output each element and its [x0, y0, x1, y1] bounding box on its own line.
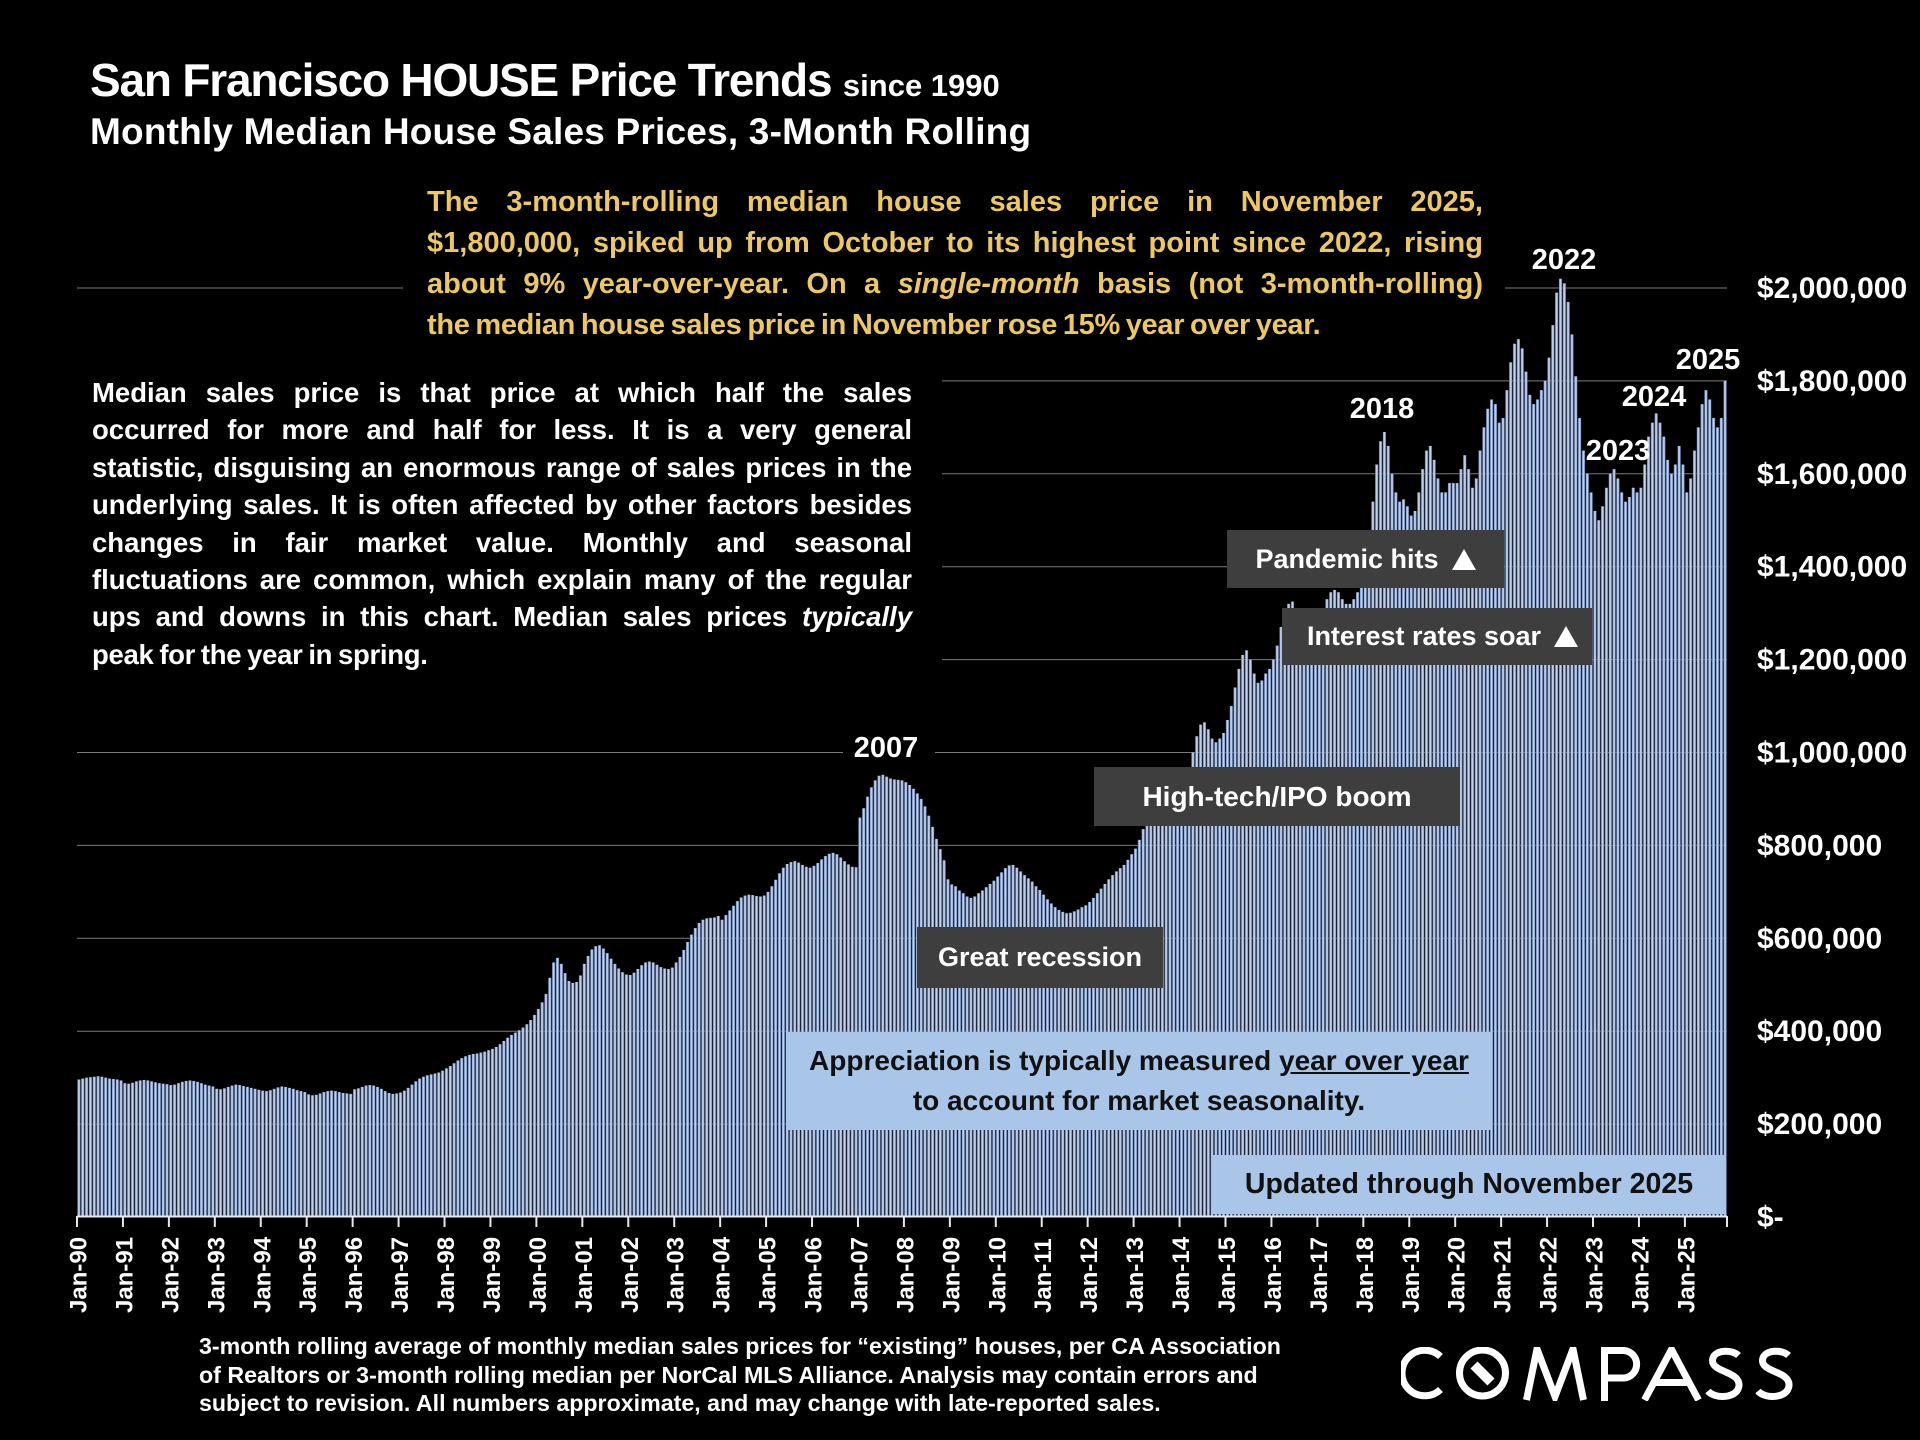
svg-text:Jan-24: Jan-24: [1627, 1236, 1654, 1313]
svg-text:Jan-25: Jan-25: [1673, 1237, 1700, 1313]
svg-text:Jan-22: Jan-22: [1536, 1237, 1563, 1313]
svg-text:2024: 2024: [1622, 381, 1687, 413]
svg-text:2023: 2023: [1586, 435, 1651, 467]
svg-text:Jan-10: Jan-10: [984, 1237, 1011, 1313]
svg-text:Jan-13: Jan-13: [1122, 1237, 1149, 1313]
svg-text:Jan-02: Jan-02: [617, 1237, 644, 1313]
svg-text:Jan-08: Jan-08: [892, 1237, 919, 1313]
svg-text:Jan-20: Jan-20: [1444, 1237, 1471, 1313]
svg-text:Jan-07: Jan-07: [846, 1237, 873, 1313]
svg-text:Jan-23: Jan-23: [1582, 1237, 1609, 1313]
svg-text:Jan-01: Jan-01: [571, 1237, 598, 1313]
svg-text:$400,000: $400,000: [1757, 1015, 1882, 1048]
svg-text:Jan-91: Jan-91: [111, 1237, 138, 1313]
svg-text:$800,000: $800,000: [1757, 829, 1882, 862]
svg-text:$1,600,000: $1,600,000: [1757, 458, 1907, 491]
svg-text:Jan-93: Jan-93: [203, 1237, 230, 1313]
svg-text:Jan-18: Jan-18: [1352, 1237, 1379, 1313]
svg-text:Jan-11: Jan-11: [1030, 1238, 1057, 1313]
svg-text:Jan-94: Jan-94: [249, 1236, 276, 1313]
svg-text:$1,200,000: $1,200,000: [1757, 644, 1907, 677]
svg-text:Jan-06: Jan-06: [801, 1237, 828, 1313]
svg-text:Jan-17: Jan-17: [1306, 1237, 1333, 1313]
svg-text:2007: 2007: [854, 732, 919, 764]
svg-text:Jan-95: Jan-95: [295, 1237, 322, 1313]
svg-text:Jan-05: Jan-05: [755, 1237, 782, 1313]
svg-text:Jan-99: Jan-99: [479, 1237, 506, 1313]
svg-text:Jan-00: Jan-00: [525, 1237, 552, 1313]
svg-text:Jan-90: Jan-90: [66, 1237, 93, 1313]
svg-text:Jan-12: Jan-12: [1076, 1237, 1103, 1313]
svg-text:$1,800,000: $1,800,000: [1757, 365, 1907, 398]
svg-text:$-: $-: [1757, 1201, 1784, 1234]
svg-text:Jan-92: Jan-92: [157, 1237, 184, 1313]
svg-text:$2,000,000: $2,000,000: [1757, 272, 1907, 305]
svg-text:Jan-09: Jan-09: [938, 1237, 965, 1313]
svg-text:2018: 2018: [1350, 393, 1415, 425]
svg-text:$600,000: $600,000: [1757, 922, 1882, 955]
svg-text:$200,000: $200,000: [1757, 1108, 1882, 1141]
svg-text:Jan-96: Jan-96: [341, 1237, 368, 1313]
svg-text:Jan-04: Jan-04: [709, 1236, 736, 1313]
svg-text:$1,000,000: $1,000,000: [1757, 737, 1907, 770]
svg-text:Jan-19: Jan-19: [1398, 1237, 1425, 1313]
svg-text:Jan-97: Jan-97: [387, 1237, 414, 1313]
svg-text:Jan-14: Jan-14: [1168, 1236, 1195, 1313]
svg-text:Jan-03: Jan-03: [663, 1237, 690, 1313]
svg-text:2025: 2025: [1676, 344, 1741, 376]
svg-text:2022: 2022: [1532, 244, 1597, 276]
svg-text:$1,400,000: $1,400,000: [1757, 551, 1907, 584]
svg-text:Jan-98: Jan-98: [433, 1237, 460, 1313]
svg-text:Jan-21: Jan-21: [1490, 1237, 1517, 1313]
svg-text:Jan-15: Jan-15: [1214, 1237, 1241, 1313]
svg-text:Jan-16: Jan-16: [1260, 1237, 1287, 1313]
